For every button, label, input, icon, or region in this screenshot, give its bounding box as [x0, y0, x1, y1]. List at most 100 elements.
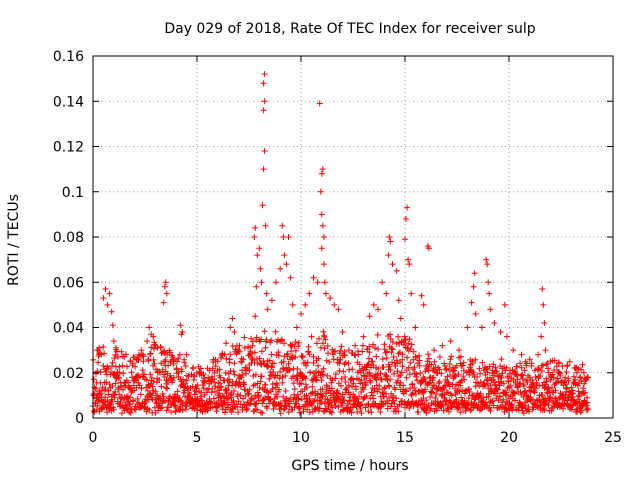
- data-point: [317, 188, 324, 195]
- data-point: [433, 369, 440, 376]
- data-point: [292, 339, 299, 345]
- data-point: [289, 301, 296, 308]
- data-point: [366, 349, 373, 356]
- data-point: [157, 405, 164, 412]
- data-point: [270, 369, 277, 375]
- data-point: [280, 366, 287, 373]
- data-point: [486, 404, 493, 411]
- data-point: [382, 349, 389, 356]
- data-point: [387, 367, 394, 373]
- data-point: [184, 372, 191, 379]
- data-point: [489, 398, 496, 405]
- data-point: [512, 397, 518, 404]
- data-point: [270, 406, 277, 412]
- data-point: [405, 340, 412, 347]
- data-point: [404, 204, 411, 211]
- data-point: [362, 404, 369, 411]
- data-point: [211, 376, 218, 383]
- data-point: [122, 402, 129, 409]
- data-point: [161, 374, 168, 380]
- data-point: [179, 407, 186, 414]
- data-point: [405, 364, 412, 371]
- data-point: [390, 353, 397, 360]
- y-tick-label: 0.08: [53, 230, 84, 246]
- data-point: [198, 397, 205, 404]
- data-point: [237, 392, 244, 399]
- data-point: [167, 349, 173, 356]
- data-point: [335, 390, 342, 397]
- data-point: [102, 368, 109, 375]
- data-point: [468, 299, 475, 306]
- data-point: [383, 290, 390, 297]
- data-point: [296, 409, 303, 416]
- data-point: [118, 383, 125, 390]
- data-point: [347, 391, 354, 398]
- data-point: [102, 286, 109, 292]
- data-point: [507, 382, 514, 389]
- data-point: [407, 346, 414, 352]
- data-point: [93, 406, 100, 413]
- data-point: [383, 390, 389, 397]
- data-point: [484, 261, 491, 268]
- data-point: [100, 344, 107, 350]
- data-point: [271, 360, 277, 367]
- data-point: [538, 333, 545, 340]
- data-point: [427, 393, 434, 400]
- data-point: [442, 382, 449, 389]
- data-point: [395, 333, 402, 340]
- data-point: [519, 371, 526, 378]
- data-point: [552, 387, 559, 394]
- data-point: [247, 350, 254, 357]
- data-point: [526, 356, 533, 363]
- data-point: [147, 371, 154, 378]
- data-point: [433, 391, 440, 397]
- data-point: [194, 382, 201, 388]
- data-point: [472, 310, 479, 317]
- data-point: [362, 382, 369, 389]
- data-point: [448, 392, 455, 399]
- data-point: [324, 372, 331, 379]
- data-point: [430, 374, 437, 381]
- data-point: [458, 377, 465, 384]
- data-point: [443, 398, 450, 405]
- x-axis-label: GPS time / hours: [291, 458, 408, 474]
- data-point: [325, 350, 331, 357]
- data-point: [258, 348, 265, 355]
- data-point: [550, 374, 557, 381]
- data-point: [580, 390, 587, 397]
- data-point: [409, 380, 416, 387]
- data-point: [127, 394, 134, 401]
- data-point: [540, 362, 546, 369]
- data-point: [489, 397, 496, 404]
- data-point: [446, 366, 453, 373]
- data-point: [387, 403, 394, 410]
- data-point: [491, 381, 498, 388]
- data-point: [246, 367, 253, 373]
- data-point: [377, 409, 384, 415]
- data-point: [146, 324, 153, 331]
- data-point: [263, 362, 270, 369]
- data-point: [262, 222, 269, 229]
- data-point: [518, 364, 525, 371]
- data-point: [146, 391, 153, 398]
- data-point: [240, 356, 247, 363]
- data-point: [234, 403, 241, 410]
- data-point: [258, 373, 265, 380]
- data-point: [541, 320, 548, 326]
- data-point: [104, 301, 111, 308]
- data-point: [572, 365, 579, 372]
- data-point: [303, 392, 310, 399]
- data-point: [281, 340, 288, 347]
- data-point: [413, 371, 420, 378]
- data-point: [445, 380, 452, 387]
- data-point: [436, 354, 443, 360]
- data-point: [272, 402, 279, 409]
- data-point: [90, 376, 97, 383]
- data-point: [422, 386, 429, 393]
- data-point: [228, 408, 235, 415]
- data-point: [256, 355, 263, 362]
- data-point: [424, 380, 431, 387]
- data-point: [261, 148, 268, 154]
- data-point: [112, 380, 119, 387]
- data-point: [378, 376, 385, 383]
